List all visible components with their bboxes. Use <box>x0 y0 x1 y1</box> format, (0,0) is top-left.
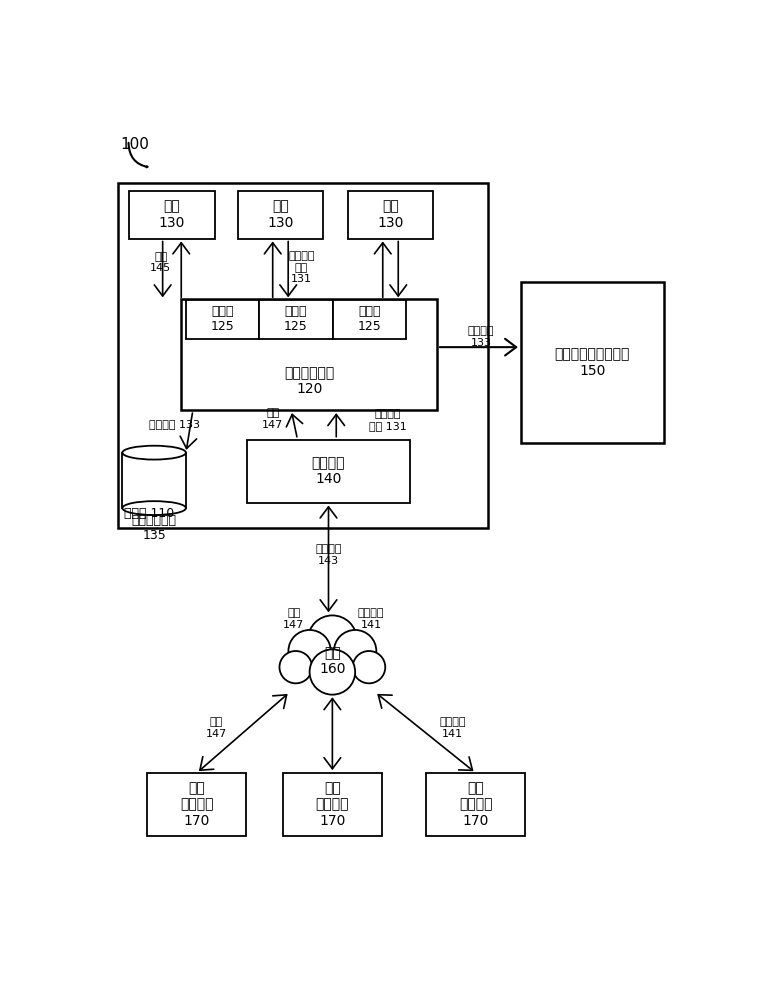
Bar <box>129 191 214 239</box>
Text: 适配器
125: 适配器 125 <box>358 305 382 333</box>
FancyArrowPatch shape <box>128 143 147 167</box>
Text: 响应
145: 响应 145 <box>151 252 171 273</box>
Bar <box>238 191 323 239</box>
Bar <box>147 773 247 836</box>
Text: 操作系统
140: 操作系统 140 <box>312 456 346 486</box>
Text: 文件系统
调用 131: 文件系统 调用 131 <box>369 410 406 431</box>
Bar <box>186 300 259 339</box>
Text: 持久性管理器
120: 持久性管理器 120 <box>284 366 334 396</box>
Text: 对等高可用性服务器
150: 对等高可用性服务器 150 <box>554 347 630 378</box>
Text: 快照
147: 快照 147 <box>262 408 283 430</box>
Circle shape <box>353 651 386 683</box>
Text: 快照
147: 快照 147 <box>206 718 227 739</box>
Circle shape <box>308 615 357 664</box>
Text: 数据请求
141: 数据请求 141 <box>358 608 384 630</box>
Bar <box>426 773 525 836</box>
Circle shape <box>334 630 376 672</box>
Text: 本地数据
133: 本地数据 133 <box>468 326 495 348</box>
Circle shape <box>310 649 355 695</box>
Ellipse shape <box>122 501 186 515</box>
Bar <box>122 453 186 508</box>
Ellipse shape <box>122 446 186 460</box>
Text: 本地数据 133: 本地数据 133 <box>149 419 200 429</box>
Bar <box>259 300 333 339</box>
Text: 文件系统
调用
131: 文件系统 调用 131 <box>288 251 315 284</box>
Bar <box>181 299 437 410</box>
Text: 远程数据
143: 远程数据 143 <box>315 544 342 566</box>
Text: 远程
存储设备
170: 远程 存储设备 170 <box>316 781 349 828</box>
Bar <box>283 773 382 836</box>
Text: 适配器
125: 适配器 125 <box>284 305 308 333</box>
Text: 适配器
125: 适配器 125 <box>210 305 234 333</box>
Bar <box>521 282 664 443</box>
Text: 应用
130: 应用 130 <box>267 200 293 230</box>
Text: 服务器 110: 服务器 110 <box>124 507 174 520</box>
Bar <box>118 183 488 528</box>
Text: 远程
存储设备
170: 远程 存储设备 170 <box>459 781 492 828</box>
Text: 100: 100 <box>121 137 150 152</box>
Bar <box>348 191 433 239</box>
Text: 数据请求
141: 数据请求 141 <box>439 718 465 739</box>
Bar <box>333 300 406 339</box>
Text: 远程
存储设备
170: 远程 存储设备 170 <box>180 781 214 828</box>
Circle shape <box>280 651 312 683</box>
Text: 应用
130: 应用 130 <box>377 200 404 230</box>
Text: 快照
147: 快照 147 <box>283 608 304 630</box>
Text: 本地存储装置
135: 本地存储装置 135 <box>131 514 177 542</box>
Text: 应用
130: 应用 130 <box>159 200 185 230</box>
Text: 网络
160: 网络 160 <box>319 646 346 676</box>
Circle shape <box>289 630 331 672</box>
Bar <box>247 440 410 503</box>
